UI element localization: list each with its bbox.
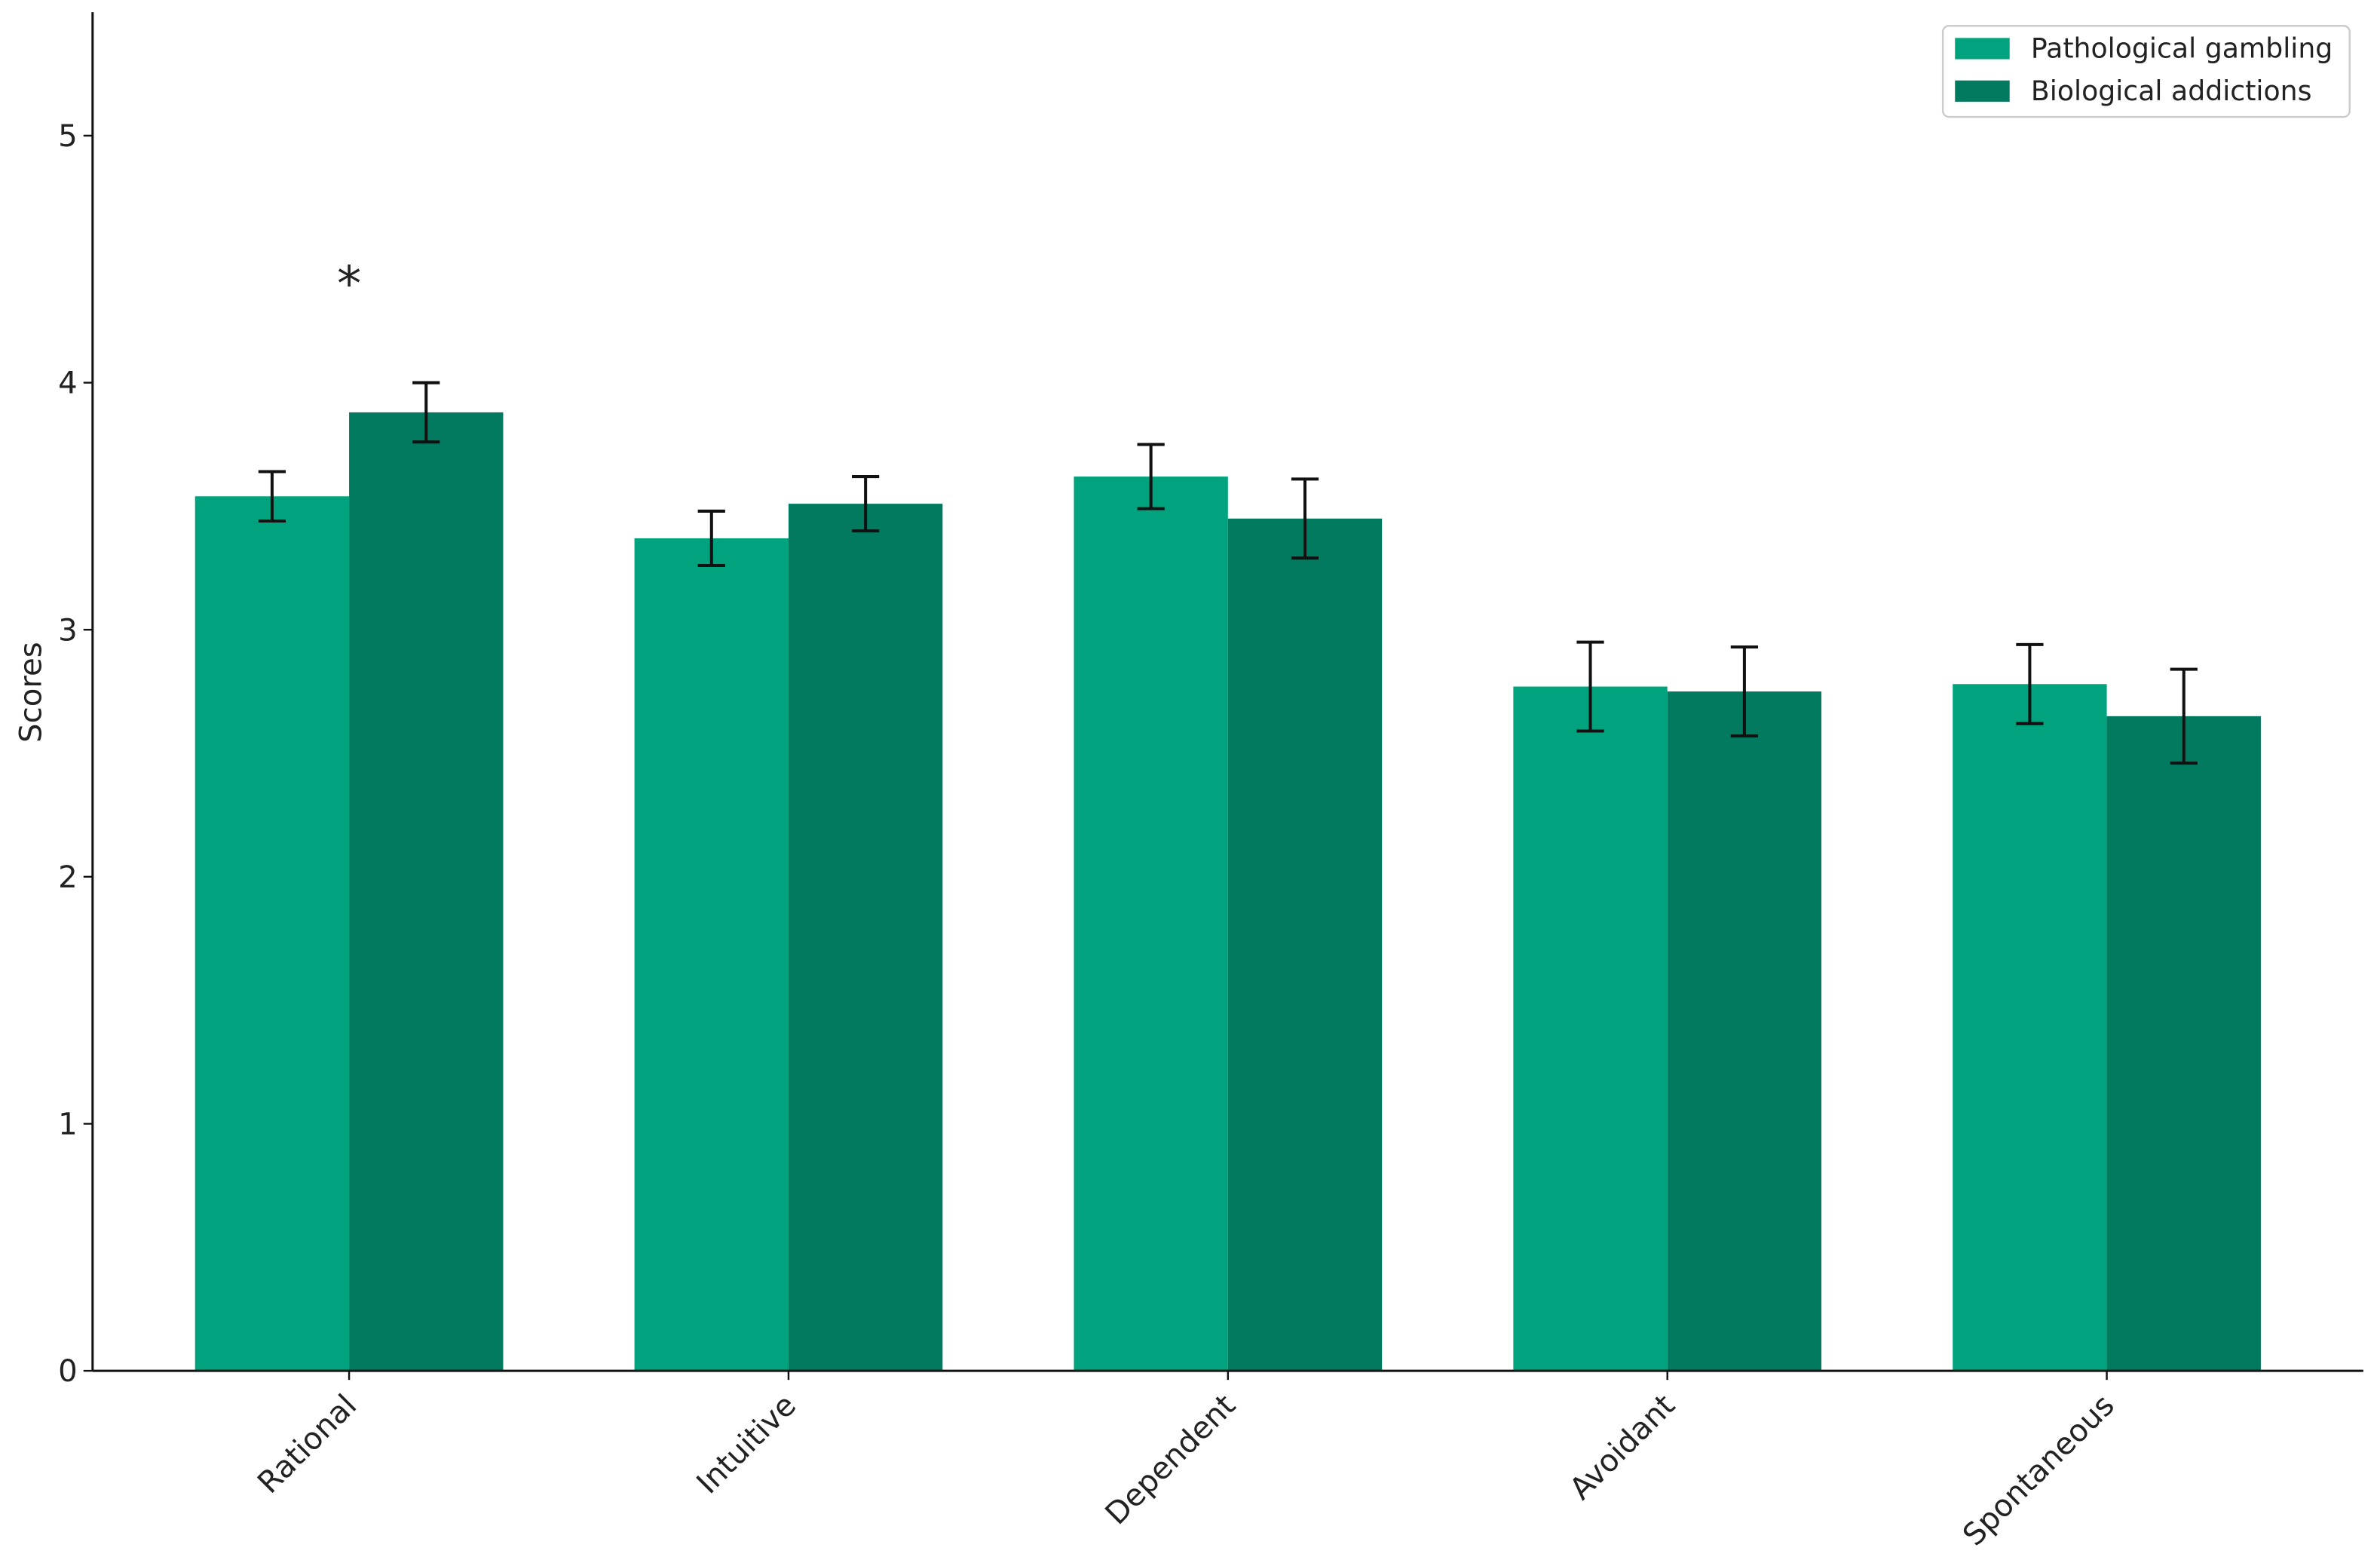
x-tick-label: Intuitive bbox=[691, 1388, 803, 1500]
bar bbox=[634, 538, 789, 1371]
y-tick-label: 2 bbox=[58, 860, 78, 895]
legend-frame bbox=[1941, 25, 2351, 118]
y-tick-label: 0 bbox=[58, 1354, 78, 1389]
error-bar bbox=[1291, 477, 1319, 560]
bar bbox=[1227, 518, 1383, 1371]
bar bbox=[1953, 684, 2107, 1371]
y-axis-label: Scores bbox=[14, 642, 48, 743]
bar bbox=[1074, 477, 1228, 1371]
legend-label: Pathological gambling bbox=[2031, 32, 2333, 65]
legend-label: Biological addictions bbox=[2031, 75, 2312, 107]
error-bar bbox=[412, 381, 440, 444]
bar bbox=[1513, 686, 1668, 1371]
y-tick-label: 1 bbox=[58, 1108, 78, 1142]
significance-marker: * bbox=[337, 256, 361, 313]
bar bbox=[1667, 691, 1822, 1371]
y-tick-label: 5 bbox=[58, 119, 78, 154]
x-tick-label: Dependent bbox=[1099, 1388, 1242, 1531]
bar bbox=[788, 504, 943, 1371]
error-bar bbox=[697, 509, 725, 568]
error-bar bbox=[852, 475, 880, 533]
bar bbox=[195, 496, 350, 1371]
error-bar bbox=[1730, 645, 1759, 738]
x-tick-label: Spontaneous bbox=[1956, 1388, 2121, 1553]
error-bar bbox=[1137, 443, 1165, 510]
error-bar bbox=[2170, 667, 2198, 765]
legend: Pathological gambling Biological addictio… bbox=[1941, 25, 2351, 118]
y-tick-label: 3 bbox=[58, 613, 78, 648]
error-bar bbox=[258, 470, 286, 523]
x-tick-label: Rational bbox=[251, 1388, 363, 1500]
error-bar bbox=[1576, 640, 1604, 733]
bar bbox=[349, 412, 504, 1371]
legend-swatch bbox=[1955, 38, 2010, 60]
error-bar bbox=[2016, 642, 2044, 725]
y-tick-label: 4 bbox=[58, 366, 78, 401]
bar bbox=[2106, 716, 2261, 1371]
x-tick-label: Avoidant bbox=[1564, 1388, 1682, 1506]
legend-swatch bbox=[1955, 80, 2010, 102]
